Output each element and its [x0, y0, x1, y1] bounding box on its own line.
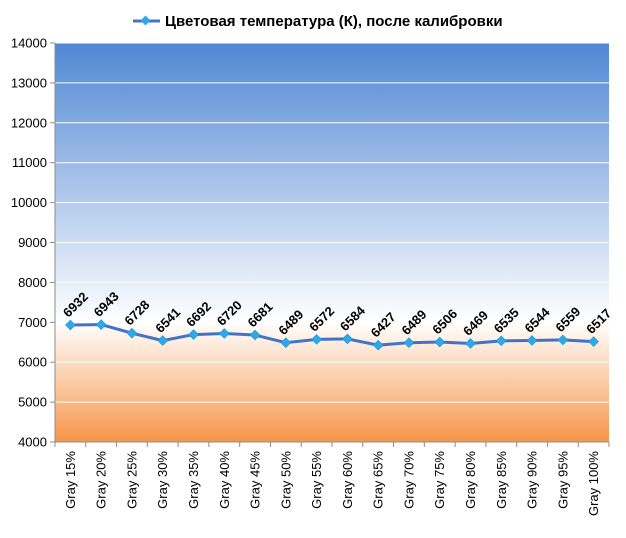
data-point	[280, 337, 292, 348]
y-tick-label: 11000	[12, 155, 47, 170]
y-tick-label: 10000	[11, 195, 47, 210]
data-point	[249, 329, 261, 341]
legend-entry: Цветовая температура (К), после калибров…	[165, 13, 503, 30]
data-point	[188, 329, 199, 340]
plot-background	[55, 43, 609, 442]
data-point	[372, 339, 384, 351]
legend-marker-swatch	[140, 15, 151, 26]
data-point	[495, 335, 507, 347]
y-tick-label: 8000	[18, 275, 47, 290]
data-point	[403, 337, 415, 348]
x-tick-label: Gray 90%	[525, 451, 540, 509]
x-axis-ticks: Gray 15% Gray 20% Gray 25% Gray 30% Gray 35%…	[54, 442, 610, 516]
plot-background-lower	[55, 322, 609, 442]
data-point	[126, 327, 138, 339]
data-point	[526, 335, 538, 346]
data-point	[588, 336, 599, 347]
series	[65, 319, 599, 351]
plot-background-upper	[55, 43, 609, 323]
data-point	[157, 335, 169, 346]
x-tick-label: Gray 60%	[340, 451, 355, 509]
y-tick-label: 6000	[18, 355, 47, 370]
x-tick-label: Gray 65%	[371, 451, 386, 509]
y-tick-label: 7000	[18, 315, 47, 330]
y-tick-label: 5000	[18, 395, 47, 410]
x-tick-label: Gray 85%	[494, 451, 509, 509]
x-tick-label: Gray 30%	[155, 451, 170, 509]
y-tick-label: 13000	[11, 75, 47, 90]
x-tick-label: Gray 100%	[586, 451, 601, 516]
x-tick-label: Gray 25%	[124, 451, 139, 509]
y-axis-ticks: 4000 5000 6000 7000 8000 9000 10000 11000 12000 1…	[11, 36, 55, 450]
x-tick-label: Gray 75%	[432, 451, 447, 509]
data-point	[465, 338, 476, 349]
legend: Цветовая температура (К), после калибров…	[133, 13, 503, 30]
y-tick-label: 9000	[18, 235, 47, 250]
y-tick-label: 4000	[18, 435, 47, 450]
gridlines	[55, 42, 609, 403]
data-point	[311, 334, 322, 345]
data-point	[557, 334, 569, 346]
x-tick-label: Gray 20%	[94, 451, 109, 509]
x-tick-label: Gray 55%	[309, 451, 324, 509]
data-point	[95, 319, 107, 330]
x-tick-label: Gray 15%	[63, 451, 78, 509]
data-point	[65, 319, 76, 331]
data-point	[218, 328, 230, 339]
y-tick-label: 14000	[11, 36, 47, 51]
data-point	[434, 336, 446, 348]
y-tick-label: 12000	[11, 115, 47, 130]
x-tick-label: Gray 80%	[463, 451, 478, 509]
x-tick-label: Gray 70%	[401, 451, 416, 509]
x-tick-label: Gray 95%	[555, 451, 570, 509]
x-tick-label: Gray 50%	[278, 451, 293, 509]
x-tick-label: Gray 45%	[248, 451, 263, 509]
x-tick-label: Gray 40%	[217, 451, 232, 509]
x-tick-label: Gray 35%	[186, 451, 201, 509]
data-point	[342, 333, 353, 345]
